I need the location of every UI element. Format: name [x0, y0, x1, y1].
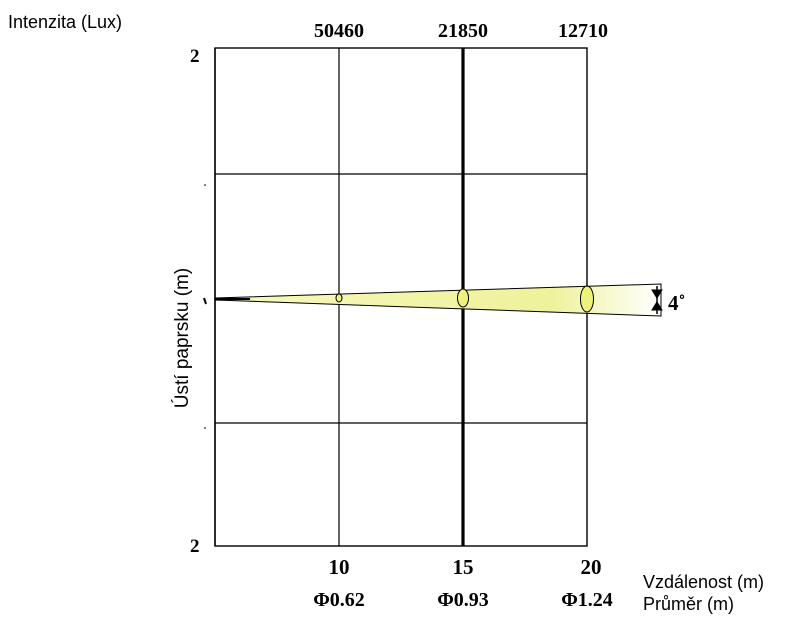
grid — [214, 47, 588, 547]
y-tick-bottom: 2 — [190, 536, 200, 557]
lux-value-10m: 50460 — [314, 20, 364, 42]
distance-15m: 15 — [453, 555, 474, 579]
diameter-title: Průměr (m) — [643, 594, 734, 614]
beam-section-15m — [457, 288, 469, 308]
diameter-20m: Φ1.24 — [561, 589, 613, 611]
diameter-15m: Φ0.93 — [437, 589, 489, 611]
beam-section-20m — [580, 285, 594, 313]
y-tick-top: 2 — [190, 46, 200, 67]
diameter-10m: Φ0.62 — [313, 589, 365, 611]
beam-angle-label: 4˚ — [668, 291, 686, 315]
distance-10m: 10 — [329, 555, 350, 579]
lux-value-20m: 12710 — [558, 20, 608, 42]
beam-section-10m — [335, 293, 343, 303]
beam-angle-marker — [651, 286, 663, 314]
intensity-title: Intenzita (Lux) — [8, 12, 122, 32]
left-ticks — [203, 184, 207, 429]
distance-20m: 20 — [581, 555, 602, 579]
light-beam — [214, 283, 662, 317]
distance-title: Vzdálenost (m) — [643, 572, 764, 592]
lux-value-15m: 21850 — [438, 20, 488, 42]
y-axis-title: Ústí paprsku (m) — [171, 268, 193, 408]
